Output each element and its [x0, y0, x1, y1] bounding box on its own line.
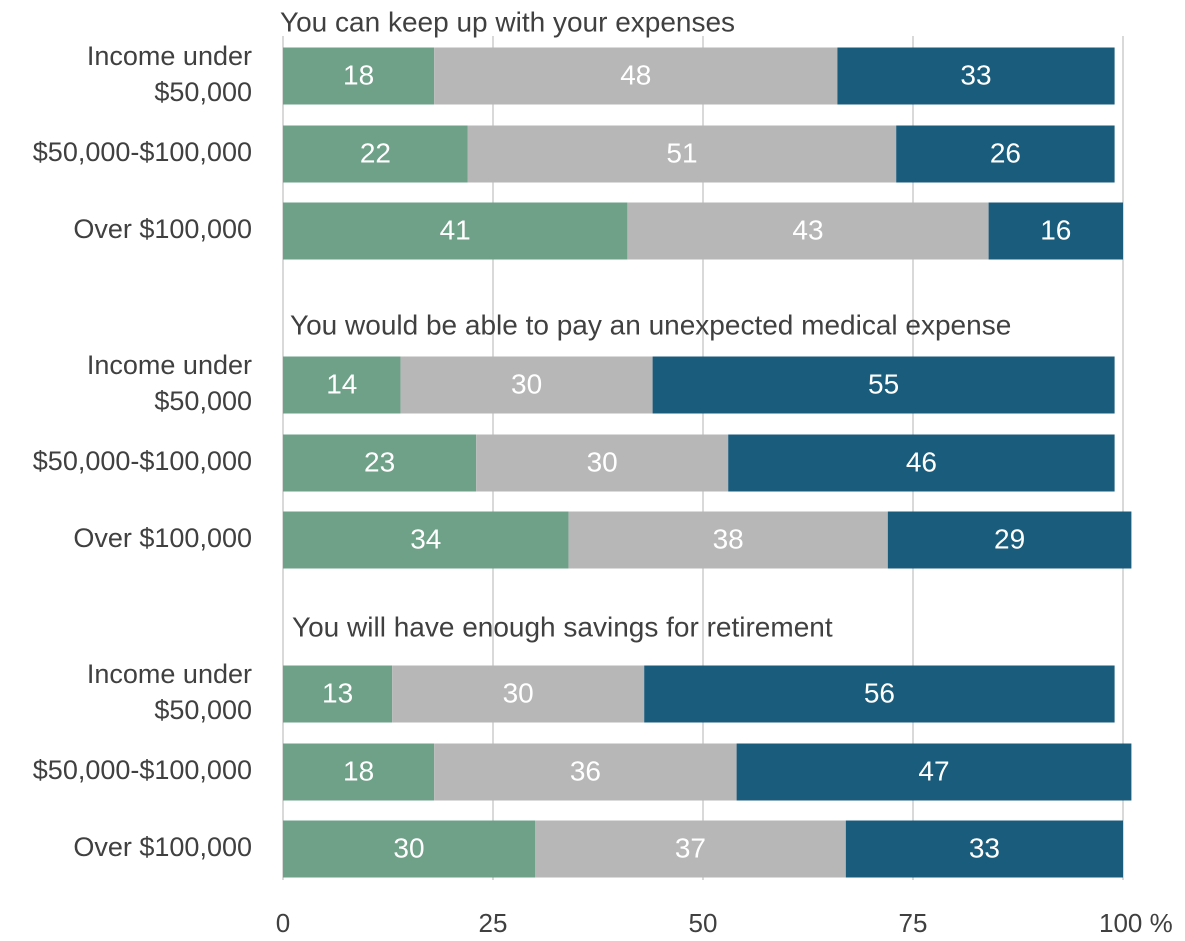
data-label: 18 — [343, 755, 374, 786]
category-label: Income under $50,000 — [87, 41, 252, 107]
data-label: 37 — [675, 832, 706, 863]
category-label: Income under $50,000 — [87, 350, 252, 416]
data-label: 16 — [1040, 214, 1071, 245]
bar-segment — [535, 820, 846, 878]
group-title: You will have enough savings for retirem… — [292, 611, 833, 642]
bar-segment — [896, 125, 1115, 183]
data-label: 41 — [440, 214, 471, 245]
bar-segment — [434, 743, 737, 801]
x-tick-label: 0 — [276, 908, 290, 938]
data-label: 23 — [364, 446, 395, 477]
bar-segment — [283, 743, 435, 801]
bar-segment — [845, 820, 1123, 878]
data-label: 22 — [360, 137, 391, 168]
bar-segment — [283, 820, 535, 878]
bar-segment — [476, 434, 729, 492]
data-label: 30 — [511, 368, 542, 399]
data-label: 51 — [666, 137, 697, 168]
data-label: 33 — [969, 832, 1000, 863]
data-label: 38 — [713, 523, 744, 554]
category-label: Over $100,000 — [73, 523, 252, 553]
bar-segment — [887, 511, 1132, 569]
bar-segment — [283, 47, 435, 105]
data-label: 30 — [587, 446, 618, 477]
data-label: 33 — [960, 59, 991, 90]
bar-segment — [467, 125, 897, 183]
data-label: 18 — [343, 59, 374, 90]
bar-segment — [283, 125, 468, 183]
category-label: Over $100,000 — [73, 214, 252, 244]
bar-segment — [283, 202, 628, 260]
data-label: 30 — [393, 832, 424, 863]
bar-segment — [568, 511, 888, 569]
category-label: $50,000-$100,000 — [33, 446, 252, 476]
data-label: 13 — [322, 677, 353, 708]
data-label: 30 — [503, 677, 534, 708]
x-tick-label: 75 — [899, 908, 928, 938]
x-tick-label: 100 % — [1099, 908, 1173, 938]
data-label: 29 — [994, 523, 1025, 554]
data-label: 48 — [620, 59, 651, 90]
data-label: 46 — [906, 446, 937, 477]
bar-segment — [736, 743, 1132, 801]
bar-segment — [988, 202, 1123, 260]
bar-segment — [644, 665, 1115, 723]
data-label: 26 — [990, 137, 1021, 168]
data-label: 34 — [410, 523, 441, 554]
category-label: $50,000-$100,000 — [33, 755, 252, 785]
bar-segment — [283, 665, 393, 723]
x-tick-label: 50 — [689, 908, 718, 938]
category-label: $50,000-$100,000 — [33, 137, 252, 167]
group-title: You can keep up with your expenses — [280, 6, 735, 37]
data-label: 14 — [326, 368, 357, 399]
data-label: 56 — [864, 677, 895, 708]
data-label: 55 — [868, 368, 899, 399]
bar-segment — [434, 47, 838, 105]
labels: 0 25 50 75 100 % You can keep up with your ex… — [33, 6, 1173, 938]
bar-segment — [837, 47, 1115, 105]
data-label: 47 — [918, 755, 949, 786]
bar-segment — [392, 665, 645, 723]
bar-segment — [283, 356, 401, 414]
bar-segment — [627, 202, 989, 260]
bar-segment — [283, 511, 569, 569]
bar-segment — [400, 356, 653, 414]
category-label: Income under $50,000 — [87, 659, 252, 725]
bar-segment — [283, 434, 477, 492]
bars — [283, 47, 1132, 878]
x-tick-label: 25 — [479, 908, 508, 938]
bar-segment — [728, 434, 1115, 492]
category-label: Over $100,000 — [73, 832, 252, 862]
group-title: You would be able to pay an unexpected m… — [290, 309, 1011, 340]
data-label: 43 — [792, 214, 823, 245]
data-label: 36 — [570, 755, 601, 786]
bar-segment — [652, 356, 1115, 414]
